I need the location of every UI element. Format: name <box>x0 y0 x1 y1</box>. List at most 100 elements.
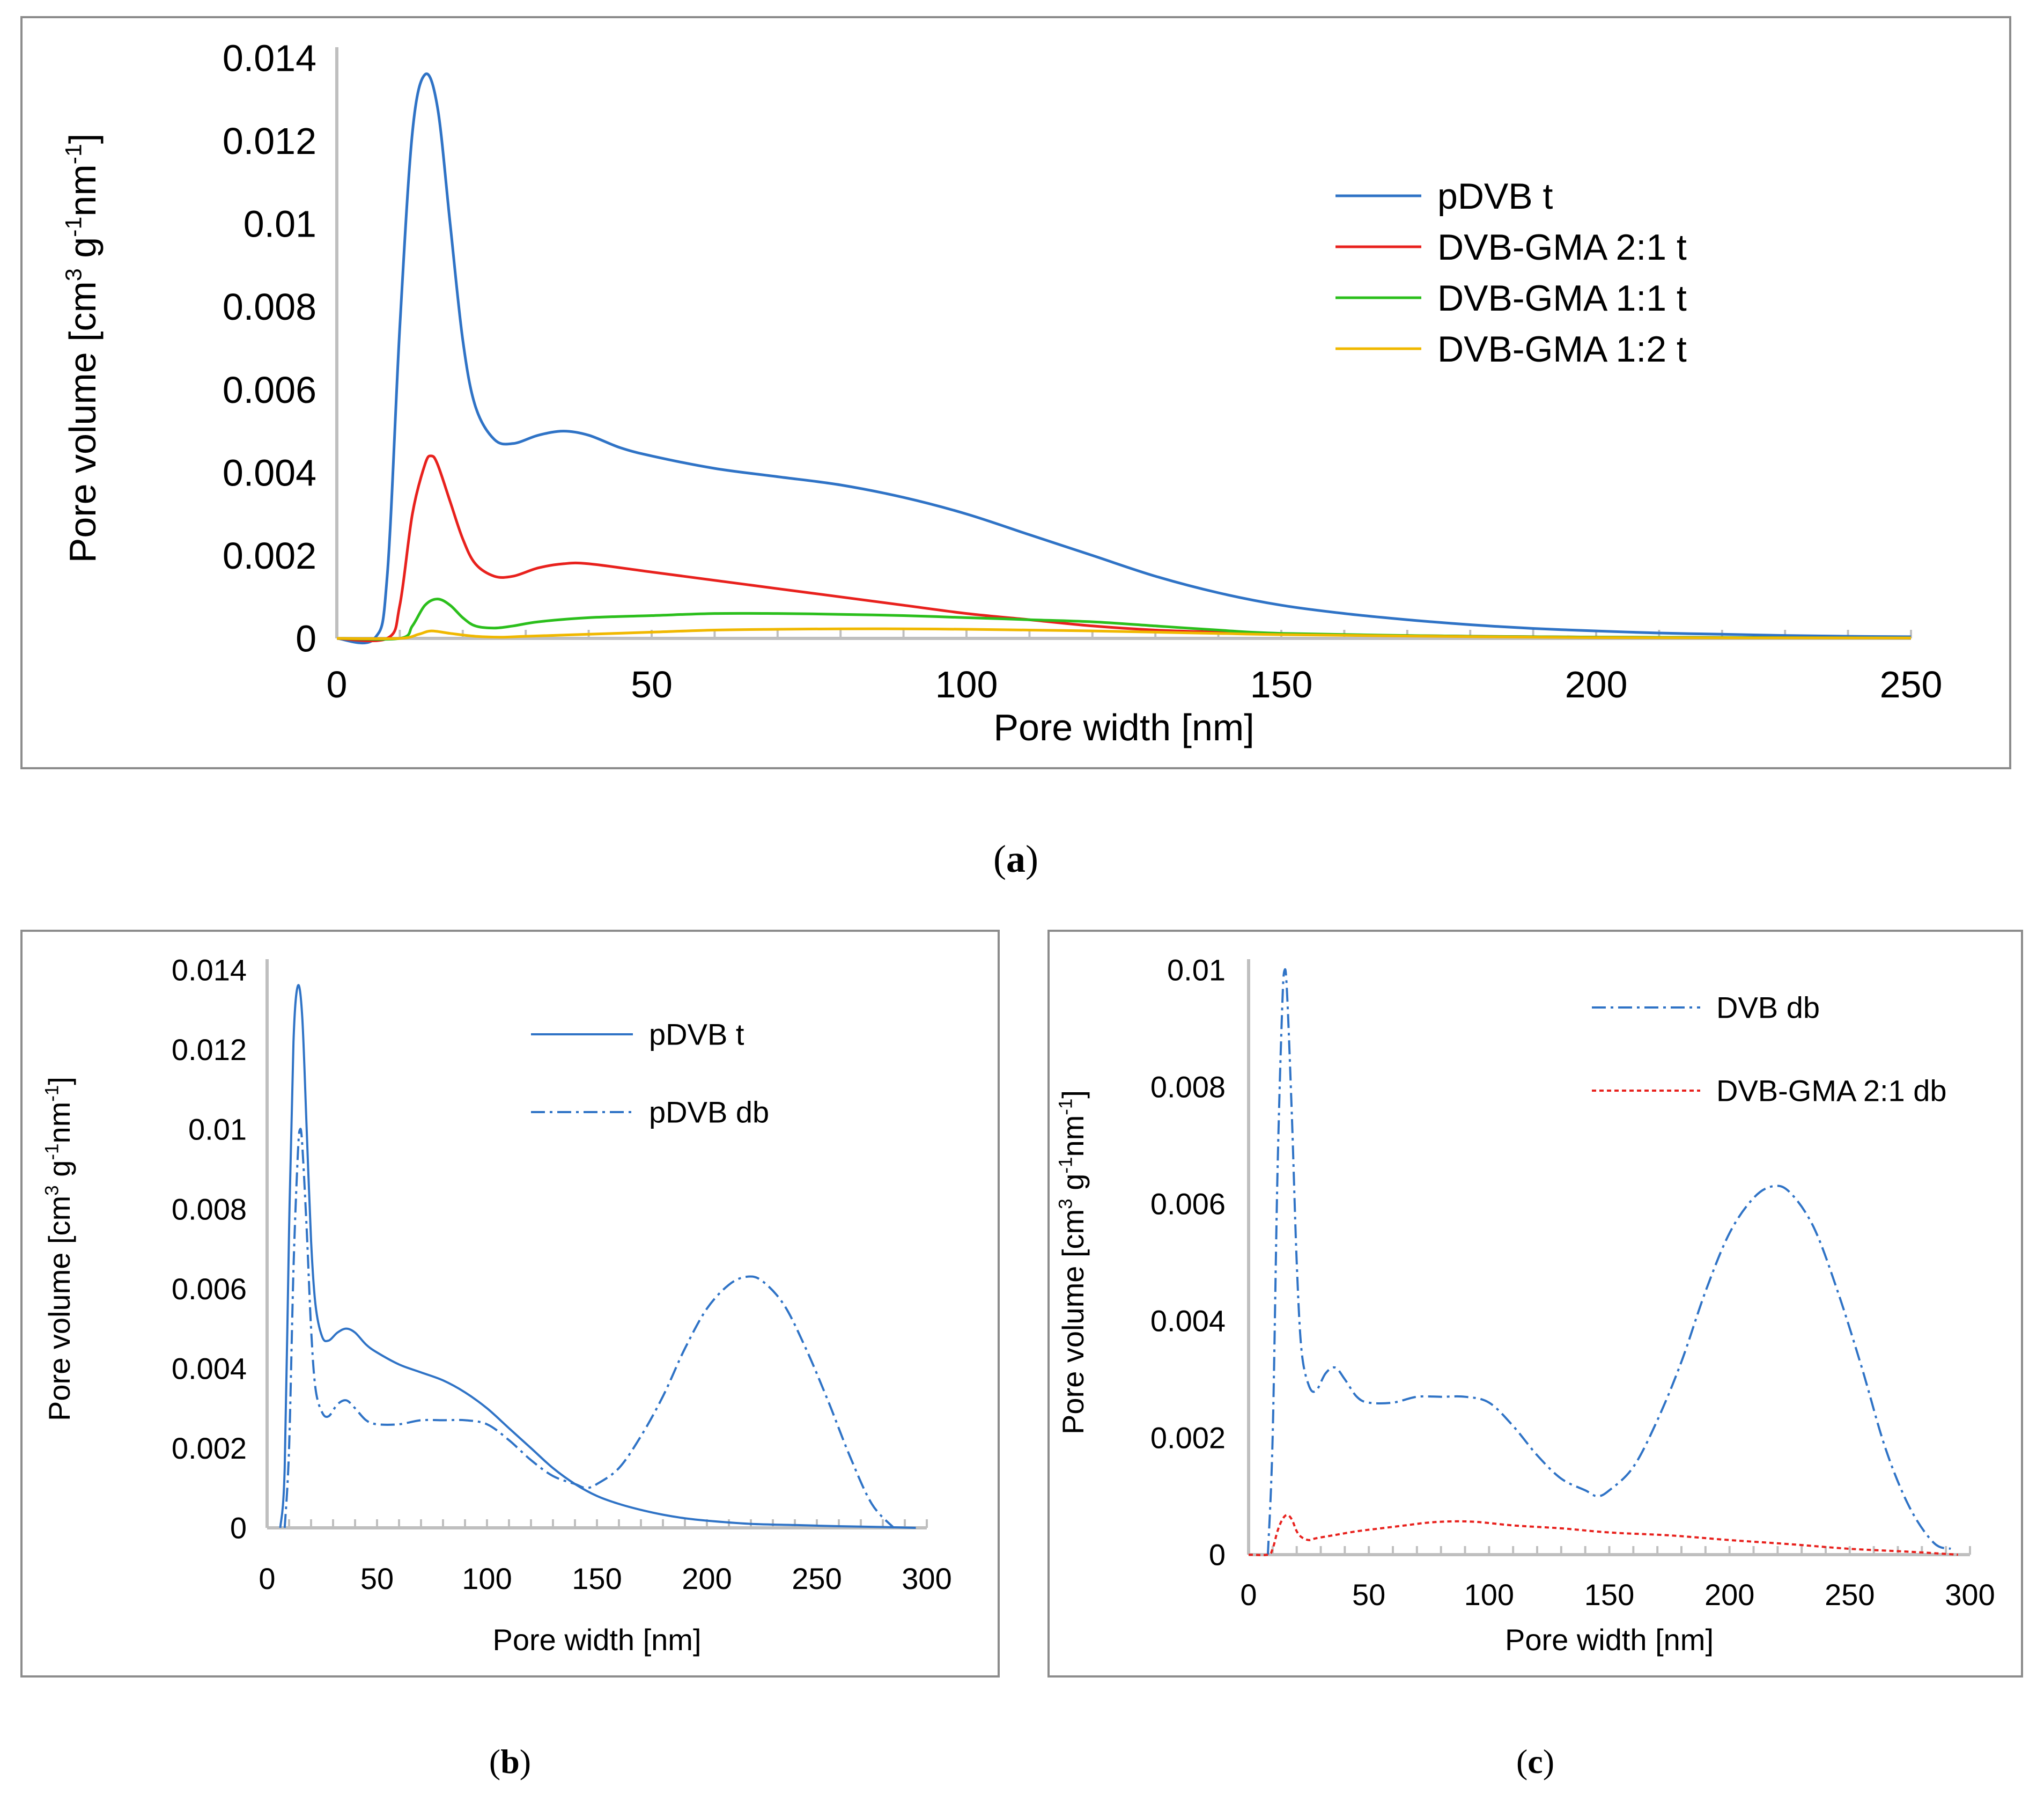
panel-caption-part: c <box>1528 1742 1543 1781</box>
y-tick-label: 0.002 <box>223 535 316 577</box>
x-tick-label: 150 <box>1584 1578 1634 1612</box>
x-tick-label: 250 <box>1880 664 1943 705</box>
y-tick-label: 0.014 <box>223 38 316 79</box>
x-tick-label: 250 <box>1825 1578 1875 1612</box>
y-tick-label: 0.002 <box>172 1431 247 1465</box>
x-tick-label: 0 <box>259 1562 275 1595</box>
x-tick-label: 100 <box>935 664 998 705</box>
y-tick-label: 0.01 <box>188 1113 247 1146</box>
panel-caption-part: ) <box>520 1742 531 1781</box>
y-axis-title-part: g <box>1056 1174 1090 1199</box>
x-tick-label: 50 <box>631 664 673 705</box>
y-tick-label: 0.004 <box>223 452 316 494</box>
chart-b: 0 50 100 150 200 250 300 0 0.002 0.004 0.006 0.008 0… <box>20 930 1000 1781</box>
x-tick-label: 250 <box>792 1562 842 1595</box>
x-tick-label: 150 <box>1250 664 1313 705</box>
y-tick-label: 0.008 <box>172 1192 247 1226</box>
panel-caption-part: ) <box>1543 1742 1554 1781</box>
y-axis-title-part: ] <box>1056 1090 1090 1099</box>
y-tick-label: 0.014 <box>172 953 247 987</box>
series-line-dvb-gma-1-2-t <box>336 627 1912 641</box>
x-tick-label: 50 <box>1352 1578 1385 1612</box>
series-line-pdvb-t <box>336 72 1912 645</box>
x-axis-title: Pore width [nm] <box>492 1623 701 1657</box>
series-line-pdvb-db <box>283 1128 895 1529</box>
x-tick-label: 200 <box>1565 664 1628 705</box>
legend-label: DVB db <box>1716 991 1820 1025</box>
panel-caption: (a) <box>993 837 1038 880</box>
y-axis-title-superscript: -1 <box>1056 1099 1076 1115</box>
y-tick-label: 0.008 <box>1150 1070 1226 1104</box>
y-tick-label: 0.004 <box>172 1351 247 1385</box>
y-tick-label: 0 <box>1209 1538 1226 1572</box>
y-tick-label: 0.01 <box>243 203 316 245</box>
series-line-pdvb-t <box>279 984 916 1529</box>
y-axis-title-part: ] <box>62 134 104 144</box>
y-axis-title-part: g <box>42 1160 76 1186</box>
y-tick-label: 0.006 <box>1150 1187 1226 1221</box>
x-tick-label: 300 <box>1945 1578 1995 1612</box>
x-tick-label: 100 <box>462 1562 512 1595</box>
y-tick-label: 0 <box>296 618 316 660</box>
y-axis-title-part: nm <box>62 164 104 216</box>
y-tick-label: 0.008 <box>223 286 316 328</box>
x-tick-label: 200 <box>1704 1578 1754 1612</box>
y-tick-label: 0.012 <box>172 1033 247 1066</box>
x-tick-label: 50 <box>360 1562 394 1595</box>
y-tick-label: 0.004 <box>1150 1304 1226 1338</box>
legend-label: DVB-GMA 1:1 t <box>1437 278 1687 319</box>
y-axis-title-superscript: 3 <box>42 1185 63 1195</box>
legend-label: pDVB t <box>649 1018 744 1051</box>
series-line-dvb-db <box>1266 968 1951 1555</box>
panel-caption-part: ) <box>1025 837 1038 880</box>
y-axis-title-superscript: -1 <box>1056 1157 1076 1174</box>
chart-a: 0 50 100 150 200 250 0 0.002 0.004 0.006 0.008 0.01… <box>20 16 2011 880</box>
x-tick-label: 0 <box>1240 1578 1257 1612</box>
y-axis-title-superscript: -1 <box>42 1144 63 1160</box>
y-tick-label: 0.012 <box>223 120 316 162</box>
y-axis-title: Pore volume [cm3 g-1nm-1] <box>1056 1090 1090 1434</box>
y-axis-title: Pore volume [cm3 g-1nm-1] <box>61 134 104 563</box>
chart-frame <box>20 930 1000 1678</box>
legend-label: DVB-GMA 2:1 t <box>1437 227 1687 268</box>
series-line-dvb-gma-2-1-t <box>336 454 1912 643</box>
series-line-dvb-gma-2-1-db <box>1248 1513 1958 1556</box>
y-axis-title-part: ] <box>42 1077 76 1085</box>
y-axis-title-superscript: 3 <box>1056 1198 1076 1209</box>
x-tick-label: 150 <box>572 1562 622 1595</box>
y-axis-title-part: nm <box>1056 1115 1090 1157</box>
chart-c: 0 50 100 150 200 250 300 0 0.002 0.004 0.006 0.008 0… <box>1047 930 2023 1781</box>
panel-caption-part: b <box>500 1742 520 1781</box>
y-axis-title-part: Pore volume [cm <box>42 1196 76 1421</box>
x-axis-title: Pore width [nm] <box>1505 1623 1714 1657</box>
y-tick-label: 0 <box>230 1511 247 1545</box>
panel-caption: (c) <box>1516 1742 1554 1781</box>
y-axis-title-superscript: -1 <box>61 217 86 237</box>
panel-caption-part: a <box>1006 837 1025 880</box>
y-axis-title-superscript: -1 <box>61 144 86 164</box>
y-tick-label: 0.01 <box>1167 953 1226 987</box>
panel-caption-part: ( <box>993 837 1006 880</box>
y-axis-title-part: g <box>62 237 104 268</box>
legend-label: DVB-GMA 2:1 db <box>1716 1074 1947 1108</box>
y-axis-title-superscript: 3 <box>61 268 86 281</box>
y-axis-title: Pore volume [cm3 g-1nm-1] <box>42 1077 76 1421</box>
y-tick-label: 0.006 <box>172 1272 247 1306</box>
legend-label: DVB-GMA 1:2 t <box>1437 329 1687 370</box>
panel-caption-part: ( <box>489 1742 500 1781</box>
y-tick-label: 0.006 <box>223 369 316 411</box>
panel-caption: (b) <box>489 1742 531 1781</box>
legend-label: pDVB db <box>649 1095 769 1129</box>
chart-frame <box>20 16 2011 769</box>
panel-caption-part: ( <box>1516 1742 1528 1781</box>
x-tick-label: 0 <box>327 664 348 705</box>
x-tick-label: 300 <box>902 1562 951 1595</box>
y-axis-title-superscript: -1 <box>42 1085 63 1102</box>
legend-label: pDVB t <box>1437 176 1553 217</box>
y-axis-title-part: Pore volume [cm <box>62 281 104 563</box>
y-axis-title-part: nm <box>42 1102 76 1144</box>
x-axis-title: Pore width [nm] <box>993 707 1254 748</box>
y-axis-title-part: Pore volume [cm <box>1056 1209 1090 1434</box>
chart-frame <box>1047 930 2023 1678</box>
